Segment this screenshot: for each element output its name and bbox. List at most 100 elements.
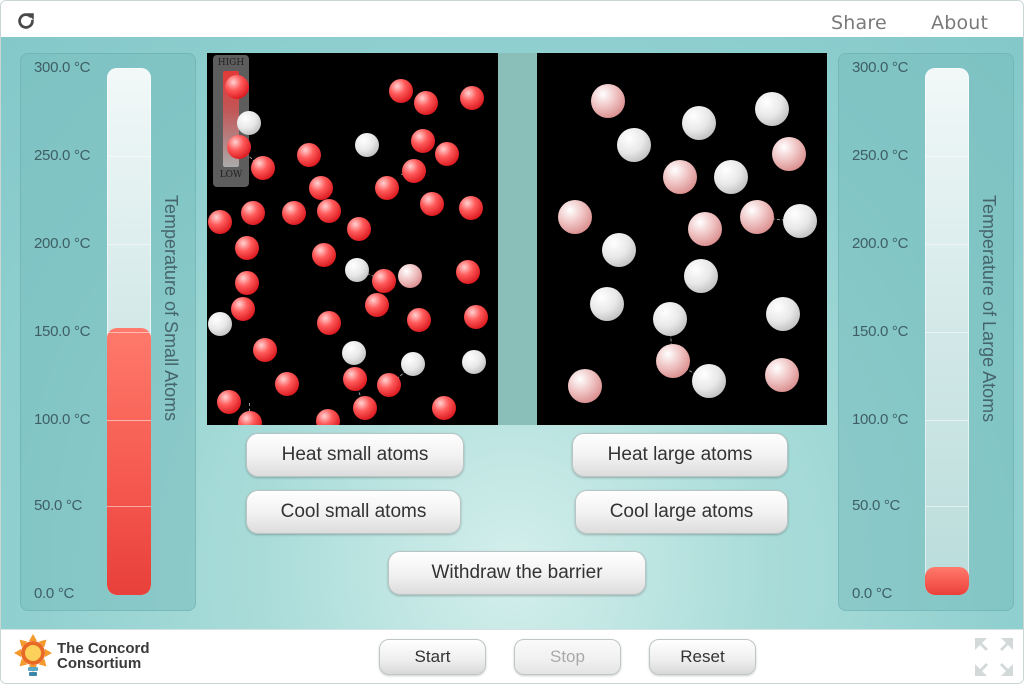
- small-atom[interactable]: [460, 86, 484, 110]
- cool-small-atoms-button[interactable]: Cool small atoms: [246, 490, 461, 534]
- small-atom[interactable]: [235, 271, 259, 295]
- large-atom[interactable]: [558, 200, 592, 234]
- large-atom[interactable]: [602, 233, 636, 267]
- large-atom[interactable]: [653, 302, 687, 336]
- small-atom[interactable]: [456, 260, 480, 284]
- withdraw-barrier-button[interactable]: Withdraw the barrier: [388, 551, 646, 595]
- gridline: [925, 506, 969, 507]
- small-atom[interactable]: [462, 350, 486, 374]
- small-atom[interactable]: [343, 367, 367, 391]
- stop-button[interactable]: Stop: [514, 639, 621, 675]
- small-atom[interactable]: [353, 396, 377, 420]
- small-atom[interactable]: [345, 258, 369, 282]
- large-atoms-thermometer: 300.0 °C 250.0 °C 200.0 °C 150.0 °C 100.…: [838, 53, 1014, 611]
- small-atom[interactable]: [297, 143, 321, 167]
- small-atom[interactable]: [411, 129, 435, 153]
- tick-label: 50.0 °C: [34, 497, 83, 514]
- small-atom[interactable]: [464, 305, 488, 329]
- small-atom[interactable]: [237, 111, 261, 135]
- small-atom[interactable]: [407, 308, 431, 332]
- small-atom[interactable]: [282, 201, 306, 225]
- small-atom[interactable]: [420, 192, 444, 216]
- reset-button[interactable]: Reset: [649, 639, 756, 675]
- tick-label: 150.0 °C: [852, 323, 909, 340]
- large-atom[interactable]: [682, 106, 716, 140]
- large-atom[interactable]: [783, 204, 817, 238]
- tick-label: 250.0 °C: [852, 147, 909, 164]
- small-atom[interactable]: [317, 311, 341, 335]
- heat-large-atoms-button[interactable]: Heat large atoms: [572, 433, 788, 477]
- small-atom[interactable]: [225, 75, 249, 99]
- small-atom[interactable]: [372, 269, 396, 293]
- small-atom[interactable]: [435, 142, 459, 166]
- large-atom[interactable]: [766, 297, 800, 331]
- tick-label: 250.0 °C: [34, 147, 91, 164]
- large-atom[interactable]: [688, 212, 722, 246]
- barrier[interactable]: [498, 53, 537, 425]
- reload-icon[interactable]: [15, 10, 37, 32]
- share-link[interactable]: Share: [831, 12, 887, 34]
- small-atom[interactable]: [377, 373, 401, 397]
- small-atom[interactable]: [238, 411, 262, 425]
- large-atom[interactable]: [656, 344, 690, 378]
- large-atom[interactable]: [568, 369, 602, 403]
- small-atom[interactable]: [275, 372, 299, 396]
- large-atom[interactable]: [765, 358, 799, 392]
- logo-text: The Concord Consortium: [57, 641, 150, 671]
- small-atom[interactable]: [208, 210, 232, 234]
- small-atom[interactable]: [402, 159, 426, 183]
- tick-label: 0.0 °C: [852, 585, 893, 602]
- small-atom[interactable]: [316, 409, 340, 425]
- large-atom[interactable]: [740, 200, 774, 234]
- small-atom[interactable]: [309, 176, 333, 200]
- small-atom[interactable]: [365, 293, 389, 317]
- small-atom[interactable]: [355, 133, 379, 157]
- small-atom[interactable]: [389, 79, 413, 103]
- small-atom[interactable]: [398, 264, 422, 288]
- small-atom[interactable]: [231, 297, 255, 321]
- large-atoms-container[interactable]: [537, 53, 827, 425]
- gridline: [107, 506, 151, 507]
- large-atom[interactable]: [591, 84, 625, 118]
- cool-large-atoms-button[interactable]: Cool large atoms: [575, 490, 788, 534]
- gridline: [925, 420, 969, 421]
- tick-label: 100.0 °C: [34, 411, 91, 428]
- thermometer-tube: [107, 68, 151, 595]
- large-atom[interactable]: [663, 160, 697, 194]
- large-atom[interactable]: [692, 364, 726, 398]
- large-atom[interactable]: [755, 92, 789, 126]
- fullscreen-icon[interactable]: [973, 636, 1015, 678]
- about-link[interactable]: About: [931, 12, 989, 34]
- large-atom[interactable]: [617, 128, 651, 162]
- small-atom[interactable]: [241, 201, 265, 225]
- legend-low-label: LOW: [219, 170, 243, 180]
- small-atom[interactable]: [414, 91, 438, 115]
- large-atom[interactable]: [590, 287, 624, 321]
- small-atom[interactable]: [251, 156, 275, 180]
- small-atom[interactable]: [312, 243, 336, 267]
- large-atom[interactable]: [684, 259, 718, 293]
- small-atoms-container[interactable]: HIGH LOW: [207, 53, 498, 425]
- small-atom[interactable]: [375, 176, 399, 200]
- small-atom[interactable]: [347, 217, 371, 241]
- concord-logo[interactable]: The Concord Consortium: [13, 633, 163, 681]
- small-atom[interactable]: [459, 196, 483, 220]
- small-atom[interactable]: [235, 236, 259, 260]
- large-atom[interactable]: [772, 137, 806, 171]
- start-button[interactable]: Start: [379, 639, 486, 675]
- small-atom[interactable]: [317, 199, 341, 223]
- small-atom[interactable]: [227, 135, 251, 159]
- small-atom[interactable]: [217, 390, 241, 414]
- small-atom[interactable]: [401, 352, 425, 376]
- top-bar: Share About: [1, 1, 1023, 37]
- gridline: [925, 244, 969, 245]
- heat-small-atoms-button[interactable]: Heat small atoms: [246, 433, 464, 477]
- small-atom[interactable]: [432, 396, 456, 420]
- large-atom[interactable]: [714, 160, 748, 194]
- small-atom[interactable]: [342, 341, 366, 365]
- small-atom[interactable]: [208, 312, 232, 336]
- tick-label: 200.0 °C: [852, 235, 909, 252]
- tick-label: 150.0 °C: [34, 323, 91, 340]
- small-atom[interactable]: [253, 338, 277, 362]
